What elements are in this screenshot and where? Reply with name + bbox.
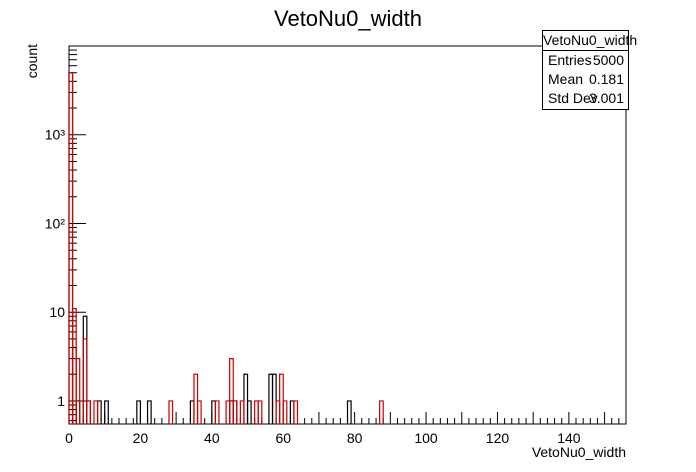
stats-stddev-row: Std Dev 3.001	[543, 89, 628, 108]
histogram-bin	[293, 400, 299, 424]
stats-mean-value: 0.181	[588, 71, 624, 87]
x-axis-label: VetoNu0_width	[532, 444, 626, 460]
x-tick-label: 80	[347, 430, 363, 446]
histogram-bin	[93, 400, 99, 424]
y-tick-label: 10	[49, 304, 65, 320]
histogram-bin	[229, 358, 234, 424]
histogram-bin	[86, 400, 92, 424]
histogram-bin	[257, 400, 263, 424]
histogram-bin	[168, 400, 174, 424]
histogram-bin	[196, 400, 202, 424]
histogram-bin	[214, 400, 220, 424]
histogram-bin	[82, 338, 88, 424]
histogram-bin	[279, 373, 284, 424]
histogram-bin	[146, 400, 152, 424]
x-tick-label: 0	[65, 430, 73, 446]
stats-title: VetoNu0_width	[543, 31, 637, 51]
stats-box: VetoNu0_width Entries 5000 Mean 0.181 St…	[542, 30, 637, 110]
y-tick-label: 10²	[45, 215, 66, 231]
histogram-bin	[282, 400, 288, 424]
histogram-bin	[104, 400, 109, 424]
histogram-bin	[246, 400, 252, 424]
x-tick-label: 60	[275, 430, 291, 446]
chart-title: VetoNu0_width	[274, 6, 422, 31]
stats-stddev-value: 3.001	[588, 90, 624, 106]
y-tick-label: 1	[57, 393, 65, 409]
y-axis-label: count	[24, 44, 40, 78]
histogram-bin	[232, 400, 238, 424]
histogram-bin	[75, 358, 81, 424]
y-tick-label: 10³	[45, 127, 66, 143]
histogram-bin	[271, 373, 277, 424]
x-tick-label: 100	[414, 430, 438, 446]
x-tick-label: 120	[486, 430, 510, 446]
x-tick-label: 40	[204, 430, 220, 446]
histogram-bin	[68, 72, 74, 424]
histogram-bin	[243, 373, 249, 424]
stats-mean-row: Mean 0.181	[543, 70, 628, 89]
stats-stddev-label: Std Dev	[548, 90, 598, 106]
x-tick-label: 20	[133, 430, 149, 446]
stats-mean-label: Mean	[548, 71, 584, 87]
x-tick-label: 140	[557, 430, 581, 446]
stats-entries-value: 5000	[592, 52, 624, 68]
histogram-bin	[193, 373, 199, 424]
histogram-bin	[379, 400, 384, 424]
histogram-bin	[346, 400, 352, 424]
stats-entries-label: Entries	[548, 52, 592, 68]
histogram-bin	[239, 400, 245, 424]
histogram-bin	[136, 400, 142, 424]
stats-entries-row: Entries 5000	[543, 51, 628, 70]
